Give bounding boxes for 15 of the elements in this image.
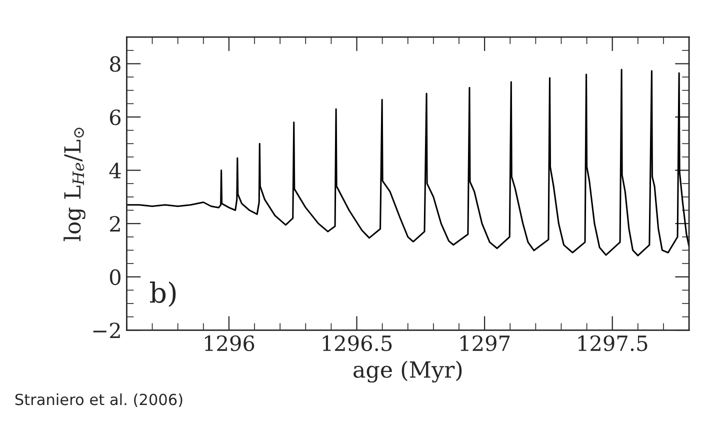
text: Straniero et al. (2006): [15, 393, 182, 408]
x-tick-label: 1297.5: [578, 335, 648, 352]
y-tick-label: 4: [109, 162, 121, 178]
y-tick-label: 0: [110, 269, 120, 286]
x-tick-label: 1297: [460, 335, 510, 352]
y-axis-title: log L$_{He}$/L$_{⊙}$: [64, 128, 86, 242]
line-series: [126, 68, 690, 256]
annotation: b): [150, 282, 176, 307]
y-tick-label: 2: [110, 216, 120, 232]
x-tick-label: 1296.5: [322, 335, 392, 352]
y-tick-label: 6: [110, 109, 121, 126]
y-tick-label: −2: [93, 322, 120, 338]
x-axis-title: age (Myr): [354, 360, 462, 383]
x-tick-label: 1296: [204, 335, 254, 352]
y-tick-label: 8: [110, 56, 120, 72]
